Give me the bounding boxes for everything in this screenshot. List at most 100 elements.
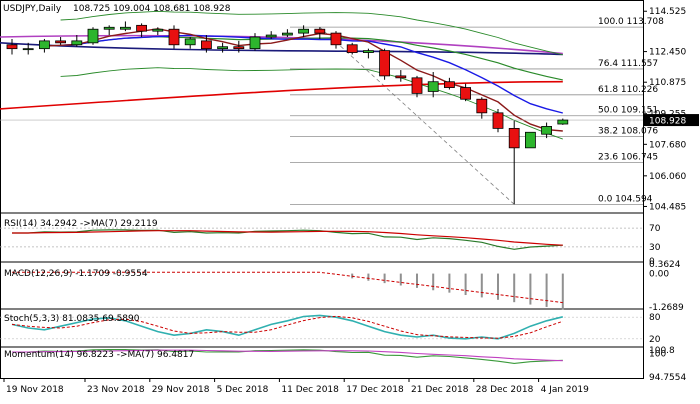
chart-frame — [0, 0, 644, 379]
candle-body — [71, 40, 83, 46]
candle-body — [200, 40, 212, 50]
current-price-box — [644, 114, 699, 127]
stoch-d-line — [11, 315, 563, 339]
momentum-tick-label: 100.8 — [649, 346, 675, 356]
time-tick-label: 11 Dec 2018 — [281, 385, 339, 395]
momentum-label: Momentum(14) 96.8223 ->MA(7) 96.4817 — [4, 350, 194, 360]
time-axis: 19 Nov 2018 23 Nov 2018 29 Nov 2018 5 Dec 2… — [3, 378, 589, 395]
rsi-line — [12, 229, 563, 250]
ma-100-line — [0, 42, 563, 56]
candle-body — [136, 24, 148, 32]
macd-tick-label: 0.3624 — [649, 260, 681, 270]
candle-body — [249, 36, 261, 50]
fib-label: 61.8 110.226 — [598, 85, 658, 95]
time-tick-label: 23 Nov 2018 — [87, 385, 145, 395]
candle-body — [103, 26, 115, 30]
price-tick-label: 110.875 — [649, 78, 686, 88]
candle-body — [152, 28, 164, 32]
candle-body — [168, 28, 180, 46]
price-tick-label: 107.680 — [649, 140, 686, 150]
fib-label: 38.2 108.076 — [598, 127, 658, 137]
candle-body — [217, 46, 229, 50]
candle-body — [508, 127, 520, 149]
candle-body — [411, 77, 423, 94]
bollinger-lower-line — [60, 67, 563, 140]
fib-label: 100.0 113.708 — [598, 17, 664, 27]
stoch-tick-label: 80 — [649, 313, 661, 323]
fib-label: 50.0 109.151 — [598, 106, 658, 116]
momentum-ma-line — [12, 349, 563, 362]
fib-guide-line — [319, 26, 515, 205]
time-tick-label: 17 Dec 2018 — [346, 385, 404, 395]
time-tick-label: 4 Jan 2019 — [541, 385, 589, 395]
candle-body — [346, 44, 358, 53]
candle-body — [55, 40, 66, 44]
candle-body — [39, 40, 50, 50]
candles — [6, 21, 569, 205]
rsi-tick-label: 70 — [649, 224, 661, 234]
candle-body — [298, 28, 310, 34]
moving-averages — [0, 10, 643, 140]
bollinger-upper-line — [60, 10, 563, 56]
candle-body — [557, 119, 569, 125]
macd-tick-label: 0.00 — [649, 270, 669, 280]
candle-body — [120, 26, 131, 30]
candle-body — [541, 126, 552, 135]
candle-body — [281, 32, 293, 36]
rsi-tick-label: 0 — [649, 257, 655, 267]
candle-body — [443, 81, 455, 88]
ohlc-readout: 108.725 109.004 108.681 108.928 — [73, 4, 231, 14]
fib-label: 76.4 111.557 — [598, 59, 658, 69]
rsi-label: RSI(14) 34.2942 ->MA(7) 29.2119 — [4, 219, 158, 229]
candle-body — [395, 75, 407, 79]
macd-tick-label: -1.2689 — [649, 303, 684, 313]
candle-body — [265, 34, 277, 38]
rsi-ma-line — [12, 230, 563, 246]
candle-body — [6, 44, 18, 50]
candle-body — [476, 98, 488, 114]
candle-body — [525, 131, 536, 149]
candle-body — [460, 87, 472, 100]
time-tick-label: 28 Dec 2018 — [476, 385, 534, 395]
current-price-label: 108.928 — [649, 117, 686, 127]
fib-label: 0.0 104.594 — [598, 194, 653, 204]
candle-body — [22, 48, 34, 51]
candle-body — [427, 81, 439, 92]
ma-200-line — [0, 80, 563, 110]
panel-frames — [0, 0, 644, 379]
price-axis: 114.525112.450110.875109.255107.680106.0… — [643, 7, 699, 212]
fib-label: 23.6 106.745 — [598, 153, 658, 163]
time-tick-label: 19 Nov 2018 — [6, 385, 64, 395]
macd-label: MACD(12,26,9) -1.1709 -0.9554 — [4, 269, 148, 279]
stoch-tick-label: 20 — [649, 335, 661, 345]
candle-body — [314, 28, 326, 34]
candle-body — [379, 50, 391, 77]
candle-body — [492, 112, 504, 129]
candle-body — [362, 50, 374, 53]
stoch-k-line — [11, 314, 563, 340]
macd-signal-line — [12, 271, 563, 304]
candle-body — [330, 32, 342, 46]
candle-body — [87, 28, 99, 44]
price-tick-label: 106.060 — [649, 172, 686, 182]
price-tick-label: 104.485 — [649, 202, 686, 212]
momentum-line — [12, 349, 563, 364]
fib-levels: 100.0 113.708 76.4 111.557 61.8 110.226 50.… — [290, 17, 664, 205]
ma-55-line — [0, 34, 563, 55]
rsi-tick-label: 30 — [649, 243, 661, 253]
ma-20-line — [60, 35, 563, 81]
time-tick-label: 29 Nov 2018 — [152, 385, 210, 395]
candle-body — [233, 46, 245, 50]
momentum-tick-label: 100 — [649, 349, 666, 359]
price-tick-label: 114.525 — [649, 7, 686, 17]
ma-10-line — [60, 34, 563, 114]
time-tick-label: 5 Dec 2018 — [217, 385, 269, 395]
chart-title: USDJPY,Daily — [3, 4, 62, 14]
momentum-tick-label: 94.7554 — [649, 373, 686, 383]
candle-body — [184, 38, 196, 46]
stoch-label: Stoch(5,3,3) 81.0835 69.5890 — [4, 314, 140, 324]
price-tick-label: 112.450 — [649, 48, 686, 58]
